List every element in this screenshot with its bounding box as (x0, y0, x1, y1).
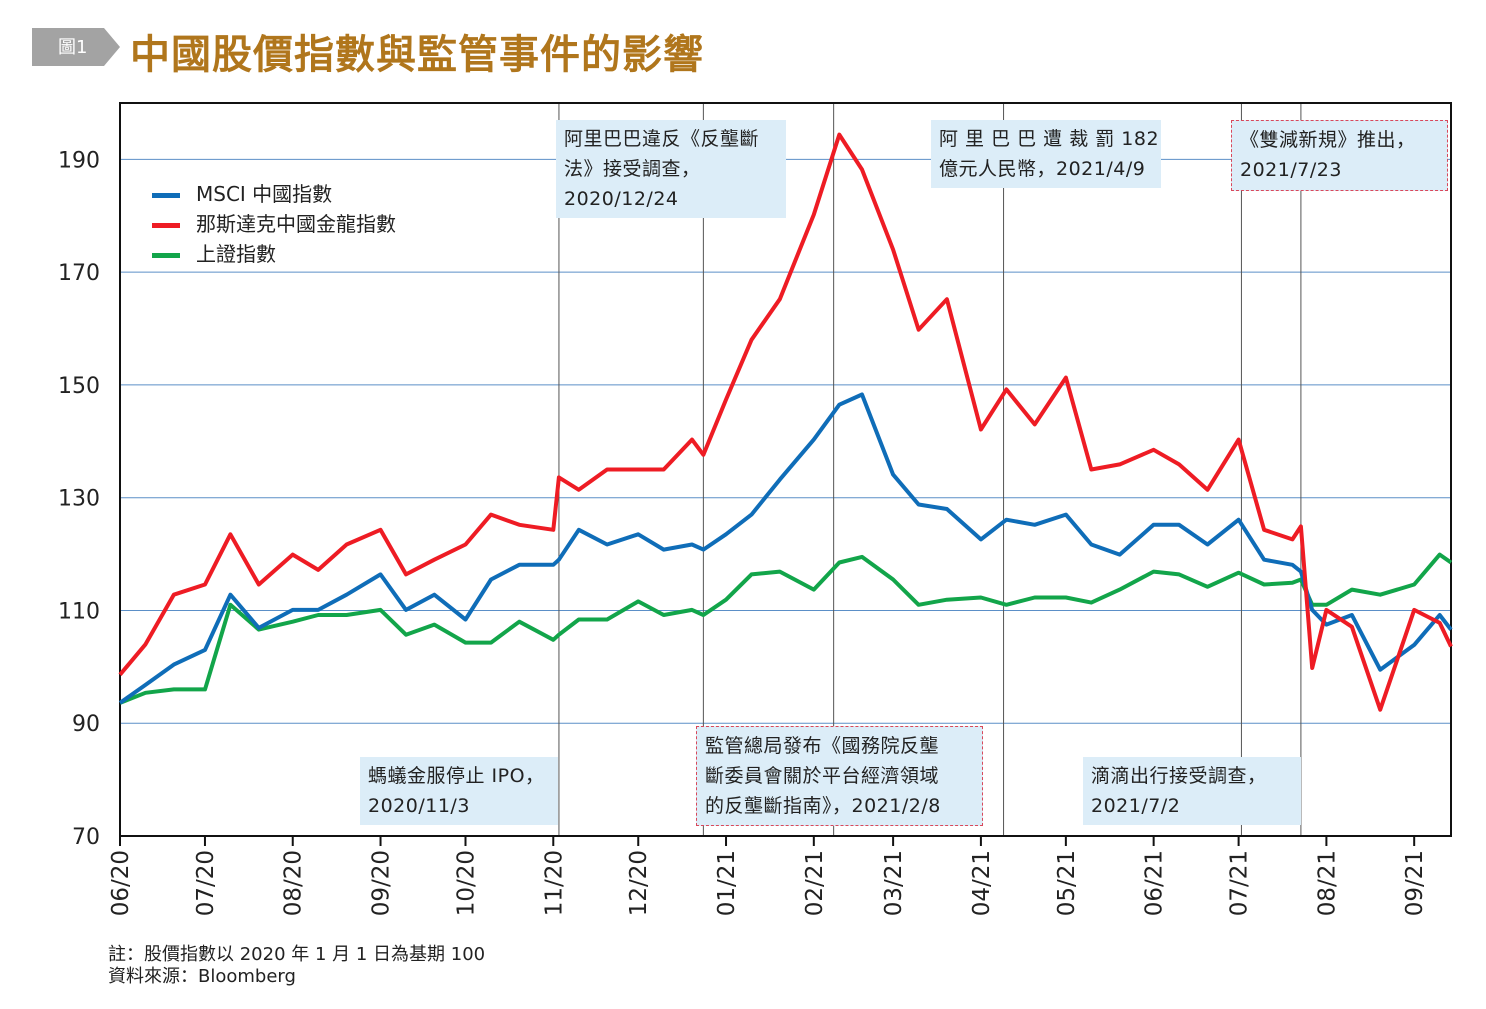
y-tick-label: 150 (58, 374, 100, 399)
annotation-alibaba-fine: 阿 里 巴 巴 遭 裁 罰 182 億元人民幣，2021/4/9 (931, 120, 1161, 188)
series-line-1 (118, 132, 1453, 712)
x-tick-label: 06/21 (1142, 850, 1168, 916)
legend-label: 上證指數 (196, 242, 276, 266)
annotation-didi-probe: 滴滴出行接受調查， 2021/7/2 (1083, 757, 1301, 825)
x-tick-label: 05/21 (1054, 850, 1080, 916)
legend-swatch (152, 253, 180, 258)
y-tick-label: 70 (72, 825, 100, 850)
x-tick-label: 07/20 (193, 850, 219, 916)
legend-item-nasdaq-golden-dragon: 那斯達克中國金龍指數 (152, 208, 396, 237)
legend-swatch (152, 193, 180, 198)
plot-frame (119, 102, 1452, 837)
y-tick-label: 130 (58, 487, 100, 512)
annotation-line: 《雙減新規》推出， (1240, 129, 1416, 151)
annotation-line: 監管總局發布《國務院反壟 (705, 735, 940, 757)
legend-label: 那斯達克中國金龍指數 (196, 212, 396, 236)
x-tick-label: 02/21 (802, 850, 828, 916)
annotation-line: 的反壟斷指南》，2021/2/8 (705, 795, 941, 817)
legend-item-msci: MSCI 中國指數 (152, 178, 332, 207)
series-line-0 (118, 392, 1453, 705)
annotation-line: 阿里巴巴違反《反壟斷 (564, 128, 760, 150)
figure-badge (32, 28, 120, 66)
annotation-double-reduction: 《雙減新規》推出， 2021/7/23 (1231, 120, 1448, 191)
legend-swatch (152, 223, 180, 228)
x-tick-label: 03/21 (881, 850, 907, 916)
x-tick-label: 12/20 (626, 850, 652, 916)
x-tick-label: 09/20 (369, 850, 395, 916)
y-tick-label: 190 (58, 148, 100, 173)
annotation-ant-ipo: 螞蟻金服停止 IPO， 2020/11/3 (360, 757, 558, 825)
annotation-line: 阿 里 巴 巴 遭 裁 罰 182 (939, 128, 1160, 150)
annotation-line: 滴滴出行接受調查， (1091, 765, 1267, 787)
annotation-line: 斷委員會關於平台經濟領域 (705, 765, 940, 787)
y-tick-label: 90 (72, 712, 100, 737)
series-line-2 (119, 552, 1453, 705)
x-tick-label: 09/21 (1402, 850, 1428, 916)
annotation-antitrust-guidelines: 監管總局發布《國務院反壟 斷委員會關於平台經濟領域 的反壟斷指南》，2021/2… (696, 726, 983, 826)
annotation-line: 2020/11/3 (368, 795, 470, 817)
x-tick-label: 08/21 (1314, 850, 1340, 916)
x-tick-label: 01/21 (714, 850, 740, 916)
legend-label: MSCI 中國指數 (196, 182, 333, 206)
annotation-line: 2021/7/23 (1240, 159, 1342, 181)
y-tick-label: 170 (58, 261, 100, 286)
footnote: 註：股價指數以 2020 年 1 月 1 日為基期 100 (108, 944, 486, 965)
annotation-line: 2020/12/24 (564, 188, 679, 210)
y-tick-label: 110 (58, 599, 100, 624)
annotation-line: 螞蟻金服停止 IPO， (368, 765, 545, 787)
annotation-line: 法》接受調查， (564, 158, 701, 180)
legend-item-shanghai: 上證指數 (152, 238, 276, 267)
x-tick-label: 06/20 (108, 850, 134, 916)
x-tick-label: 08/20 (281, 850, 307, 916)
x-tick-label: 10/20 (453, 850, 479, 916)
chart-title: 中國股價指數與監管事件的影響 (130, 31, 704, 78)
source-note: 資料來源：Bloomberg (108, 966, 296, 987)
figure-number: 圖1 (58, 37, 88, 58)
annotation-line: 2021/7/2 (1091, 795, 1181, 817)
annotation-alibaba-probe: 阿里巴巴違反《反壟斷 法》接受調查， 2020/12/24 (556, 120, 786, 218)
x-tick-label: 07/21 (1227, 850, 1253, 916)
x-tick-label: 11/20 (541, 850, 567, 916)
x-tick-label: 04/21 (969, 850, 995, 916)
annotation-line: 億元人民幣，2021/4/9 (939, 158, 1146, 180)
